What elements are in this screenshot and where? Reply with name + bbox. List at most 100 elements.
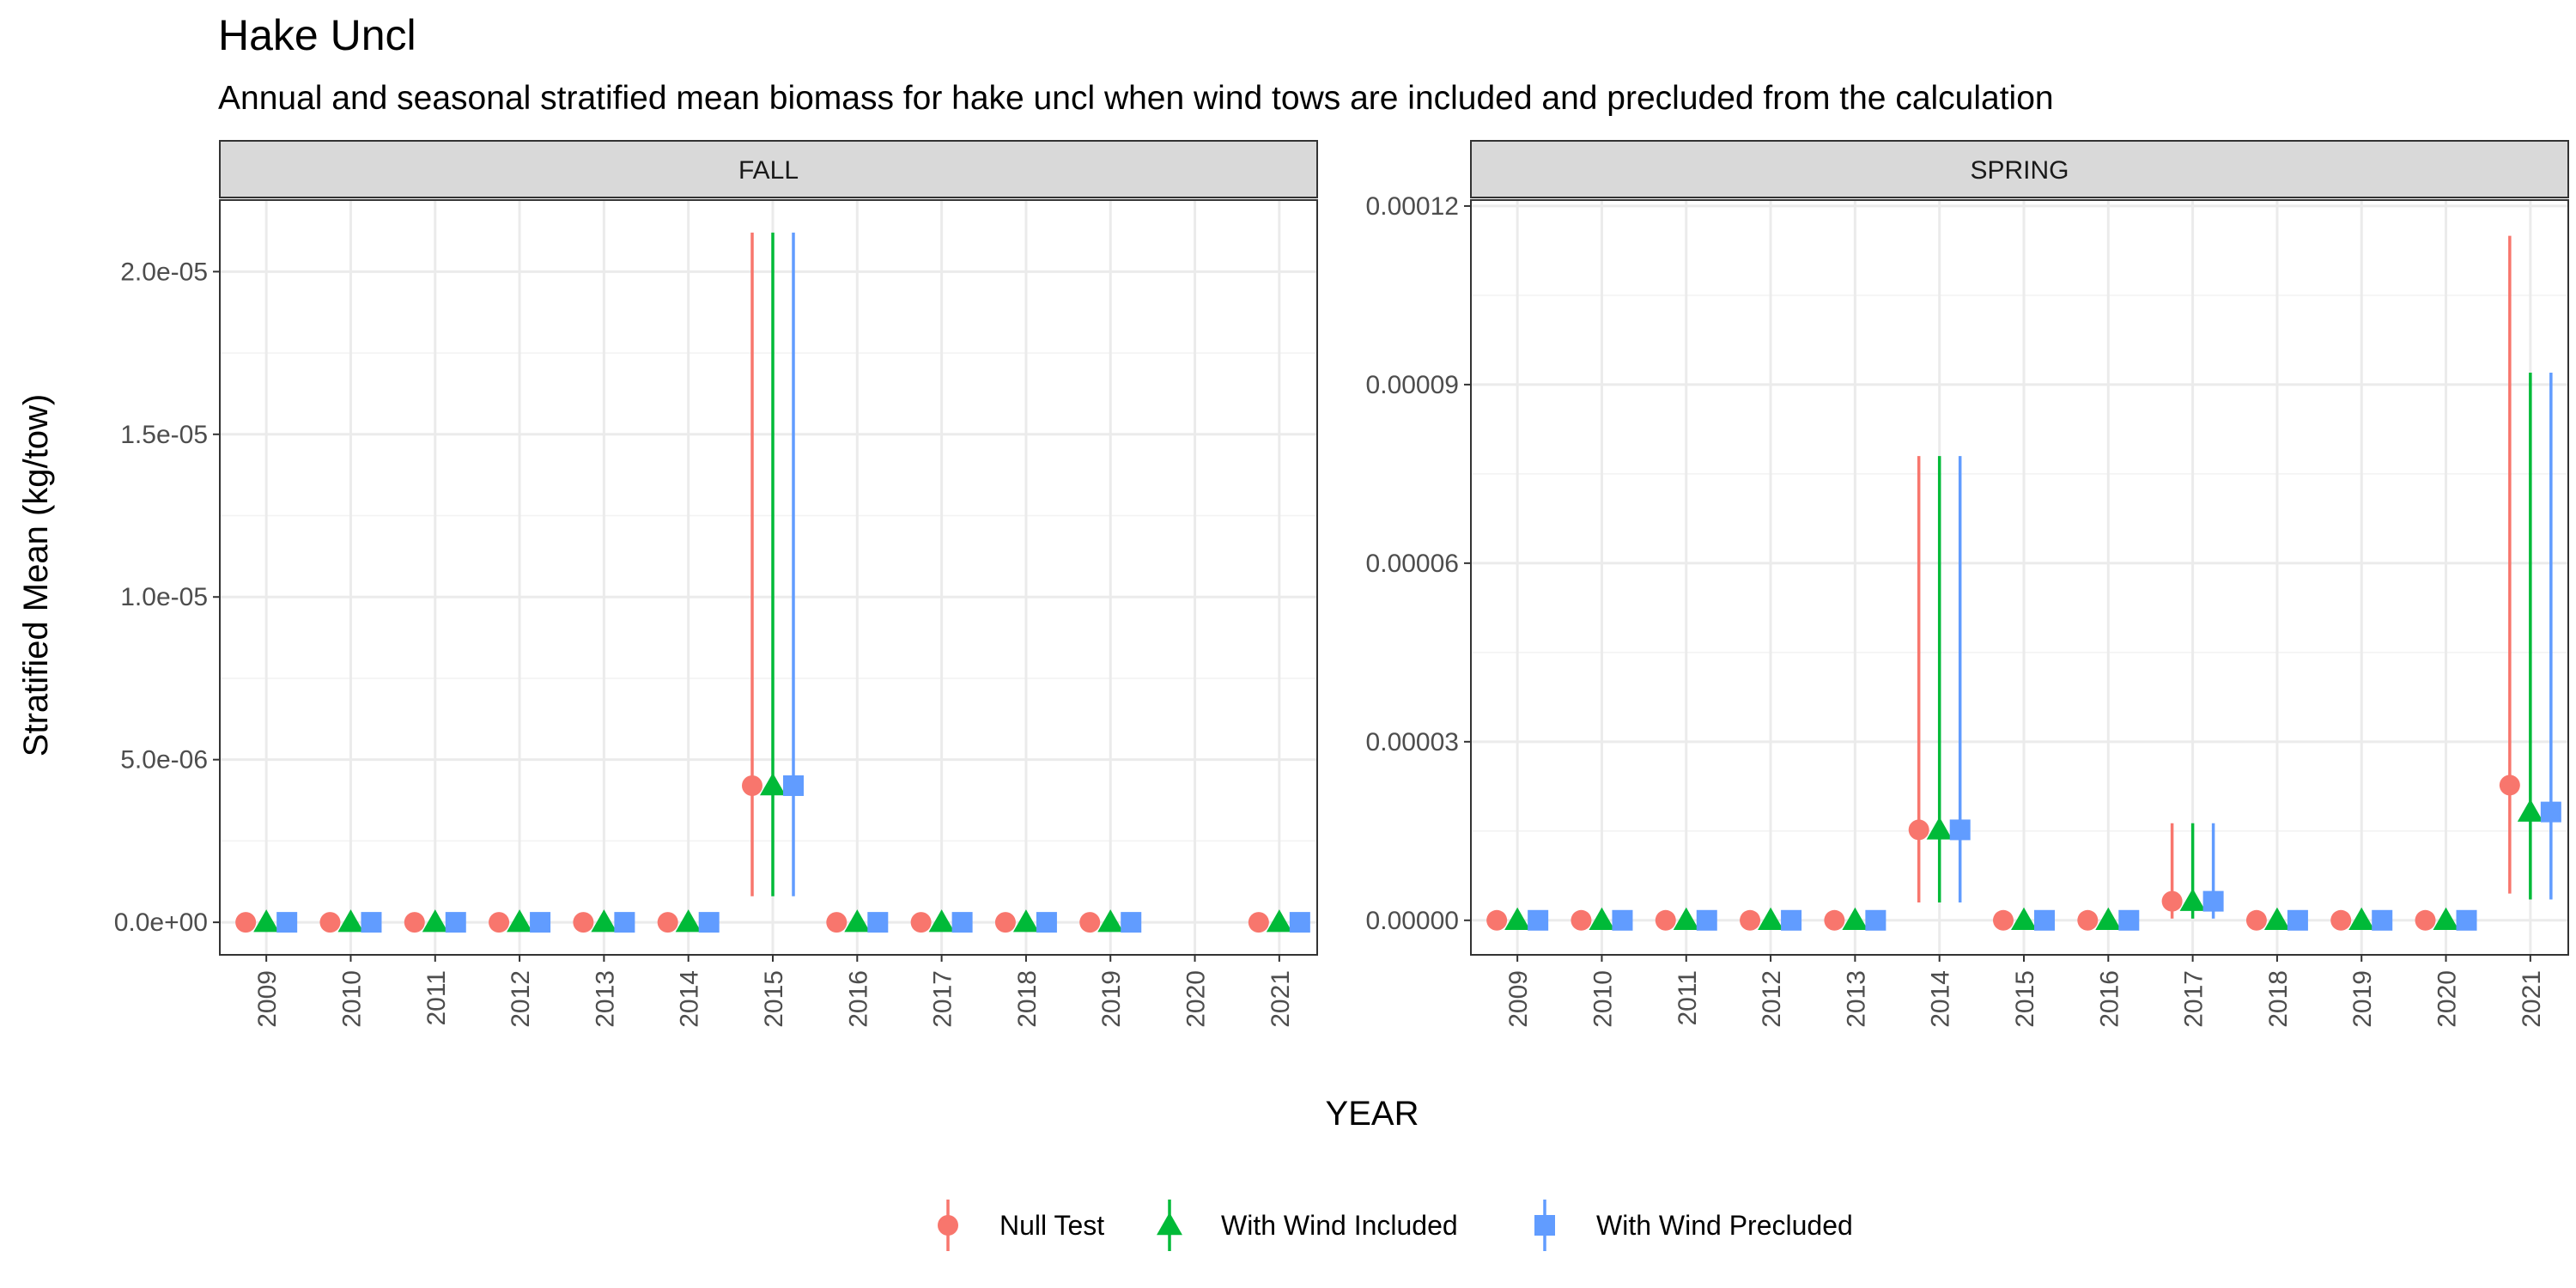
- data-point: [1079, 912, 1101, 933]
- x-tick-label: 2012: [1758, 970, 1786, 1028]
- x-tick-label: 2009: [1504, 970, 1533, 1028]
- data-point: [994, 912, 1016, 933]
- data-point: [1289, 912, 1310, 933]
- legend-item-with-wind-included: With Wind Included: [1157, 1200, 1458, 1251]
- x-tick-label: 2009: [253, 970, 282, 1028]
- y-tick-label: 0.00012: [1366, 192, 1459, 221]
- data-point: [1248, 912, 1269, 933]
- x-tick-label: 2020: [1182, 970, 1211, 1028]
- x-tick-label: 2010: [337, 970, 366, 1028]
- data-point: [2433, 907, 2459, 931]
- data-point: [404, 912, 425, 933]
- x-tick-label: 2021: [1267, 970, 1295, 1028]
- y-tick-label: 0.00003: [1366, 728, 1459, 756]
- data-point: [361, 912, 382, 933]
- facet-strip: [219, 140, 1318, 198]
- y-tick-label: 5.0e-06: [120, 746, 208, 775]
- plot-background: [1471, 200, 2568, 955]
- facet-label: SPRING: [1970, 156, 2069, 185]
- data-point: [337, 909, 364, 933]
- data-point: [1949, 819, 1971, 841]
- data-point: [1758, 907, 1784, 931]
- x-tick-label: 2012: [507, 970, 535, 1028]
- panels: 0.0e+00 5.0e-06 1.0e-05 1.5e-05 2.0e-05 2009 2…: [114, 140, 2569, 1028]
- data-point: [319, 912, 341, 933]
- x-tick-label: 2017: [2180, 970, 2208, 1028]
- data-point: [1097, 909, 1124, 933]
- data-point: [1696, 909, 1717, 931]
- data-point: [614, 912, 635, 933]
- data-point: [1673, 907, 1699, 931]
- y-tick-label: 1.0e-05: [120, 583, 208, 611]
- x-tick-label: 2018: [2264, 970, 2293, 1028]
- data-point: [867, 912, 889, 933]
- plot-background: [220, 200, 1317, 955]
- data-point: [2011, 907, 2037, 931]
- y-tick-label: 0.0e+00: [114, 908, 208, 937]
- legend-label: Null Test: [999, 1210, 1104, 1241]
- x-tick-label: 2016: [2095, 970, 2123, 1028]
- data-point: [910, 912, 932, 933]
- data-point: [928, 909, 955, 933]
- data-point: [1266, 909, 1292, 933]
- x-tick-label: 2010: [1589, 970, 1617, 1028]
- x-tick-label: 2014: [1927, 970, 1955, 1028]
- data-point: [573, 912, 594, 933]
- series-null-test: [235, 232, 1269, 933]
- data-point: [422, 909, 448, 933]
- panel-border: [219, 199, 1318, 956]
- data-point: [253, 909, 280, 933]
- legend-key-marker: [938, 1215, 958, 1236]
- data-point: [1612, 909, 1633, 931]
- data-point: [760, 772, 786, 796]
- data-point: [2263, 907, 2290, 931]
- data-point: [2077, 909, 2099, 931]
- data-point: [1842, 907, 1868, 931]
- data-point: [1926, 817, 1953, 840]
- panel-border: [1470, 199, 2569, 956]
- data-point: [2499, 775, 2520, 796]
- facet-label: FALL: [738, 156, 799, 185]
- data-point: [1824, 909, 1845, 931]
- data-point: [1121, 912, 1142, 933]
- x-tick-label: 2013: [1842, 970, 1870, 1028]
- data-point: [2118, 909, 2140, 931]
- series-with-wind-included: [1504, 373, 2543, 931]
- data-point: [675, 909, 702, 933]
- facet-strip: [1470, 140, 2569, 198]
- x-tick-label: 2018: [1013, 970, 1042, 1028]
- series-with-wind-included: [253, 232, 1292, 933]
- chart-subtitle: Annual and seasonal stratified mean biom…: [218, 80, 2054, 117]
- panel-spring: 0.00000 0.00003 0.00006 0.00009 0.00012 2009 2…: [1366, 140, 2569, 1028]
- data-point: [698, 912, 720, 933]
- y-tick-label: 0.00000: [1366, 907, 1459, 935]
- data-point: [1908, 819, 1929, 841]
- series-null-test: [1486, 235, 2520, 931]
- data-point: [2161, 890, 2183, 912]
- data-point: [1865, 909, 1886, 931]
- y-tick-label: 1.5e-05: [120, 421, 208, 449]
- data-point: [1571, 909, 1592, 931]
- data-point: [2348, 907, 2375, 931]
- data-point: [507, 909, 533, 933]
- data-point: [530, 912, 551, 933]
- data-point: [1781, 909, 1802, 931]
- panel-fall: 0.0e+00 5.0e-06 1.0e-05 1.5e-05 2.0e-05 2009 2…: [114, 140, 1318, 1028]
- x-tick-label: 2013: [591, 970, 619, 1028]
- data-point: [276, 912, 298, 933]
- legend-item-null-test: Null Test: [938, 1200, 1104, 1251]
- series-with-wind-precluded: [1528, 373, 2561, 931]
- data-point: [783, 775, 804, 796]
- data-point: [445, 912, 466, 933]
- data-point: [1504, 907, 1531, 931]
- data-point: [2245, 909, 2267, 931]
- legend-item-with-wind-precluded: With Wind Precluded: [1534, 1200, 1853, 1251]
- data-point: [2456, 909, 2477, 931]
- x-tick-label: 2015: [2011, 970, 2039, 1028]
- data-point: [1012, 909, 1039, 933]
- data-point: [1655, 909, 1676, 931]
- data-point: [2330, 909, 2352, 931]
- legend-key-marker: [1157, 1212, 1182, 1236]
